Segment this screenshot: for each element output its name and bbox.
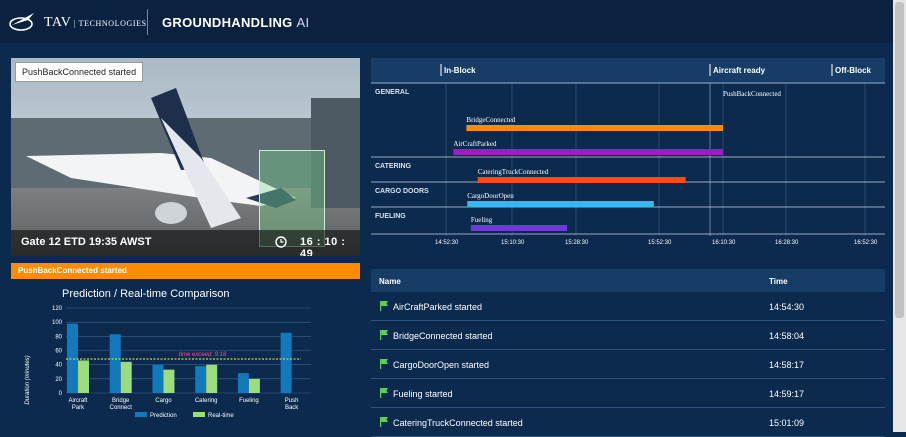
event-time: 14:54:30 <box>769 302 805 312</box>
milestone-label: Off-Block <box>835 66 872 75</box>
legend-swatch <box>135 412 147 417</box>
events-table: Name Time AirCraftParked started 14:54:30… <box>371 269 885 437</box>
x-tick-label: Cargo <box>155 398 172 404</box>
timeline-bar-label: Fueling <box>471 216 493 224</box>
timeline-tick-label: 15:28:30 <box>565 240 589 246</box>
group-label: CATERING <box>375 163 412 170</box>
milestone-label: In-Block <box>444 66 476 75</box>
y-tick-label: 20 <box>55 377 62 383</box>
group-label: FUELING <box>375 213 406 220</box>
timeline-canvas: In-Block Aircraft ready Off-Block GENERAL CA… <box>371 64 885 246</box>
y-axis-label: Duration (minutes) <box>25 355 31 404</box>
y-tick-label: 0 <box>59 391 63 397</box>
x-tick-label: Bridge Connect <box>110 398 133 411</box>
flag-icon <box>380 388 388 398</box>
y-tick-label: 120 <box>52 306 63 312</box>
timeline-header <box>371 58 885 83</box>
header-divider <box>147 9 148 35</box>
event-name: CateringTruckConnected started <box>393 418 523 428</box>
bar-real-time <box>163 369 175 393</box>
timeline-tick-label: 16:10:30 <box>712 240 736 246</box>
timeline-bar-label: CateringTruckConnected <box>478 168 549 176</box>
bar-real-time <box>78 360 89 393</box>
clock-icon <box>275 236 287 248</box>
events-table-header: Name Time <box>371 269 885 292</box>
timeline-chart: In-Block Aircraft ready Off-Block GENERAL CA… <box>371 58 885 248</box>
event-name: BridgeConnected started <box>393 331 493 341</box>
bar-real-time <box>248 378 260 393</box>
brand-name: TAV | TECHNOLOGIES <box>44 15 147 30</box>
x-tick-label: Fueling <box>239 398 259 404</box>
event-time: 14:58:17 <box>769 360 805 370</box>
timeline-bar <box>467 201 654 207</box>
event-time: 15:01:09 <box>769 418 805 428</box>
table-row: Fueling started 14:59:17 <box>371 379 885 408</box>
camera-event-tag: PushBackConnected started <box>15 62 144 82</box>
timeline-bar <box>453 149 723 155</box>
camera-feed: PushBackConnected started Gate 12 ETD 19… <box>11 58 360 256</box>
y-tick-label: 40 <box>55 363 62 369</box>
timeline-tick-label: 15:10:30 <box>501 240 525 246</box>
flag-icon <box>380 301 388 311</box>
aircraft-image <box>26 88 360 228</box>
scrollbar-thumb[interactable] <box>895 2 904 318</box>
y-tick-label: 60 <box>55 349 62 355</box>
prediction-chart-title: Prediction / Real-time Comparison <box>62 288 230 300</box>
threshold-annotation: time exceed: 9:16 <box>179 352 227 358</box>
flag-icon <box>380 359 388 369</box>
timeline-bar <box>470 225 568 231</box>
table-row: AirCraftParked started 14:54:30 <box>371 292 885 321</box>
timeline-tick-label: 14:52:30 <box>435 240 459 246</box>
legend-label: Real-time <box>208 413 234 419</box>
event-name: AirCraftParked started <box>393 302 483 312</box>
y-tick-label: 80 <box>55 334 62 340</box>
timeline-bar <box>466 125 723 131</box>
x-tick-label: Aircraft Park <box>68 398 87 411</box>
status-banner: PushBackConnected started <box>11 263 360 279</box>
bar-prediction <box>109 334 121 393</box>
milestone-label: Aircraft ready <box>713 66 766 75</box>
bar-prediction <box>280 332 292 393</box>
timeline-tick-label: 15:52:30 <box>648 240 672 246</box>
prediction-chart: Duration (minutes) 0 20 40 60 80 100 120 Aircr… <box>25 306 311 419</box>
timeline-bar-label: PushBackConnected <box>723 90 781 98</box>
event-name: CargoDoorOpen started <box>393 360 490 370</box>
table-row: CateringTruckConnected started 15:01:09 <box>371 408 885 437</box>
event-name: Fueling started <box>393 389 453 399</box>
event-time: 14:58:04 <box>769 331 805 341</box>
bar-prediction <box>67 323 78 393</box>
bar-prediction <box>152 364 164 393</box>
event-time: 14:59:17 <box>769 389 805 399</box>
timeline-bar-label: AirCraftParked <box>453 140 497 148</box>
timeline-bar <box>477 177 686 183</box>
tav-logo-icon <box>9 13 34 31</box>
bar-prediction <box>195 366 207 393</box>
bar-prediction <box>237 373 249 393</box>
table-row: BridgeConnected started 14:58:04 <box>371 321 885 350</box>
timeline-bar-label: CargoDoorOpen <box>467 192 514 200</box>
camera-clock: 16 : 10 : 49 <box>300 236 346 256</box>
product-name: GROUNDHANDLING AI <box>162 15 310 30</box>
page-scrollbar[interactable] <box>893 0 906 432</box>
table-row: CargoDoorOpen started 14:58:17 <box>371 350 885 379</box>
app-header: TAV | TECHNOLOGIES GROUNDHANDLING AI <box>0 0 893 43</box>
y-tick-label: 100 <box>52 320 63 326</box>
camera-info-bar <box>11 230 360 256</box>
bar-real-time <box>206 364 218 393</box>
timeline-bar-label: BridgeConnected <box>466 116 515 124</box>
flag-icon <box>380 417 388 427</box>
group-label: GENERAL <box>375 89 410 96</box>
timeline-tick-label: 16:28:30 <box>775 240 799 246</box>
column-time: Time <box>769 277 788 286</box>
legend-label: Prediction <box>150 413 177 419</box>
x-tick-label: Push Back <box>285 398 300 411</box>
bar-real-time <box>120 361 132 393</box>
gate-info: Gate 12 ETD 19:35 AWST <box>21 236 152 248</box>
legend-swatch <box>193 412 205 417</box>
group-label: CARGO DOORS <box>375 188 429 195</box>
column-name: Name <box>379 277 401 286</box>
flag-icon <box>380 330 388 340</box>
timeline-tick-label: 16:52:30 <box>854 240 878 246</box>
x-tick-label: Catering <box>195 398 218 404</box>
